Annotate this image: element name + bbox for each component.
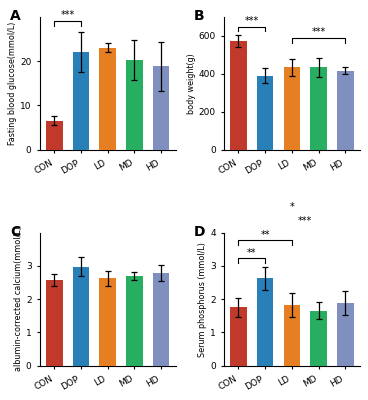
Text: ***: *** <box>61 10 75 20</box>
Text: *: * <box>290 202 294 212</box>
Bar <box>337 71 354 150</box>
Y-axis label: Fasting blood glucose(mmol/L): Fasting blood glucose(mmol/L) <box>8 22 17 145</box>
Bar <box>73 52 89 150</box>
Bar <box>337 303 354 366</box>
Bar <box>310 311 327 366</box>
Text: D: D <box>194 225 206 239</box>
Bar <box>310 67 327 150</box>
Y-axis label: Serum phosphorus (mmol/L): Serum phosphorus (mmol/L) <box>198 242 207 356</box>
Bar <box>284 67 300 150</box>
Bar <box>153 273 169 366</box>
Bar <box>153 66 169 150</box>
Y-axis label: albumin-corrected calcium(mmol/L): albumin-corrected calcium(mmol/L) <box>14 227 23 372</box>
Y-axis label: body weight(g): body weight(g) <box>187 53 196 114</box>
Bar <box>126 276 143 366</box>
Text: B: B <box>194 9 205 23</box>
Bar <box>257 76 273 150</box>
Bar <box>230 307 247 366</box>
Bar <box>284 305 300 366</box>
Text: ***: *** <box>311 28 326 38</box>
Bar <box>230 42 247 150</box>
Text: ***: *** <box>298 216 312 226</box>
Text: ***: *** <box>245 16 259 26</box>
Bar <box>46 280 63 366</box>
Bar <box>99 48 116 150</box>
Text: **: ** <box>247 248 256 258</box>
Bar <box>46 121 63 150</box>
Bar <box>99 278 116 366</box>
Bar <box>257 278 273 366</box>
Text: A: A <box>10 9 21 23</box>
Bar <box>73 266 89 366</box>
Bar <box>126 60 143 150</box>
Text: **: ** <box>261 230 270 240</box>
Text: C: C <box>10 225 20 239</box>
